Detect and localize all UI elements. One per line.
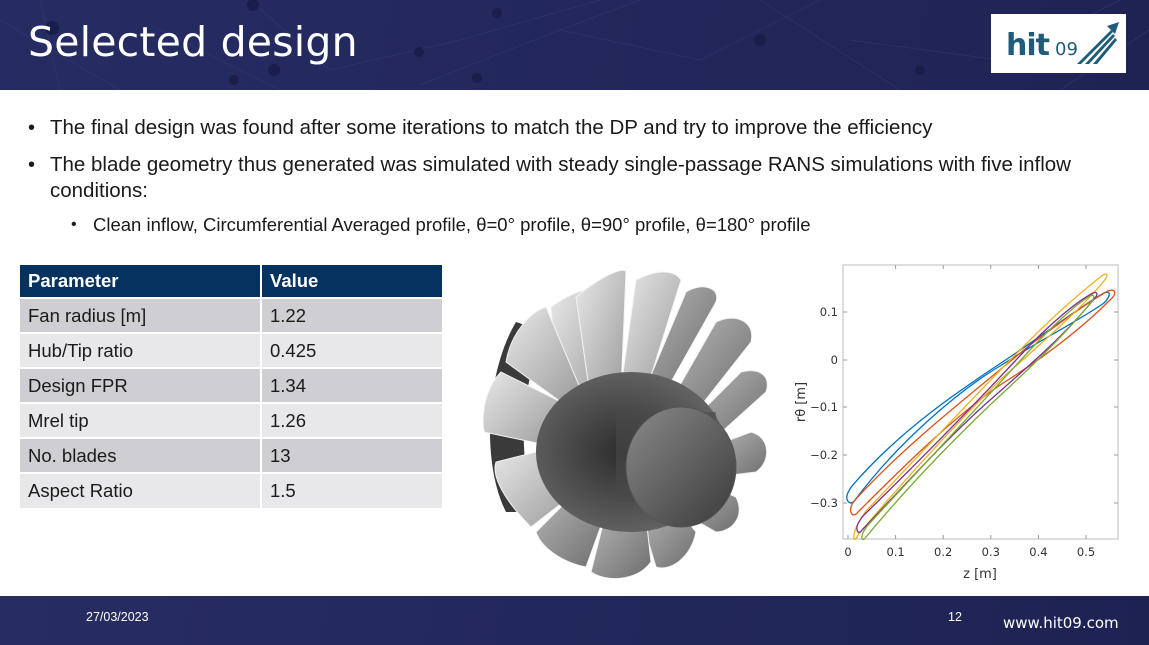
series-line [853, 273, 1108, 540]
parameter-cell: Aspect Ratio [20, 472, 262, 508]
page-number: 12 [948, 610, 962, 624]
value-cell: 1.26 [261, 402, 444, 438]
series-line [849, 289, 1116, 516]
logo-text: hit [1006, 28, 1050, 63]
table-row: Hub/Tip ratio 0.425 [20, 332, 444, 368]
parameter-cell: No. blades [20, 437, 262, 473]
series-line [861, 294, 1095, 541]
fan-rotor-image [482, 269, 768, 580]
logo-subtext: 09 [1055, 39, 1078, 60]
value-cell: 1.34 [261, 367, 444, 403]
blade-profile-chart: 0 0.1 0.2 0.3 0.4 0.5 0.1 0 −0.1 −0.2 −0… [794, 264, 1119, 582]
plot-area [842, 264, 1119, 540]
parameter-cell: Fan radius [m] [20, 297, 262, 333]
table-row: Design FPR 1.34 [20, 367, 444, 403]
parameter-cell: Design FPR [20, 367, 262, 403]
blade-sections [846, 273, 1116, 541]
x-axis-label: z [m] [963, 567, 997, 582]
value-cell: 13 [261, 437, 444, 473]
svg-text:0.3: 0.3 [982, 545, 1000, 559]
svg-text:0: 0 [831, 353, 838, 367]
x-tick-labels: 0 0.1 0.2 0.3 0.4 0.5 [844, 545, 1095, 559]
sub-bullet-item: Clean inflow, Circumferential Averaged p… [71, 213, 1128, 237]
value-cell: 0.425 [261, 332, 444, 368]
svg-text:0.5: 0.5 [1077, 545, 1095, 559]
svg-text:−0.3: −0.3 [810, 496, 838, 510]
parameter-table: Parameter Value Fan radius [m] 1.22 Hub/… [20, 265, 444, 508]
y-axis-label: rθ [m] [794, 382, 809, 422]
company-logo: hit 09 [991, 14, 1126, 73]
arrow-streak-icon [1077, 22, 1119, 64]
svg-text:0.4: 0.4 [1029, 545, 1047, 559]
svg-text:0.1: 0.1 [886, 545, 904, 559]
footer-url: www.hit09.com [1003, 614, 1119, 632]
value-cell: 1.5 [261, 472, 444, 508]
network-background-pattern [0, 0, 1149, 90]
bullet-item: The blade geometry thus generated was si… [28, 152, 1128, 204]
bullet-item: The final design was found after some it… [28, 115, 1128, 141]
parameter-cell: Mrel tip [20, 402, 262, 438]
svg-text:−0.2: −0.2 [810, 448, 838, 462]
bullet-list: The final design was found after some it… [28, 115, 1128, 237]
slide-title: Selected design [28, 18, 358, 66]
table-row: Mrel tip 1.26 [20, 402, 444, 438]
table-row: No. blades 13 [20, 437, 444, 473]
y-tick-labels: 0.1 0 −0.1 −0.2 −0.3 [810, 305, 838, 510]
table-row: Aspect Ratio 1.5 [20, 472, 444, 508]
svg-text:0: 0 [844, 545, 851, 559]
parameter-cell: Hub/Tip ratio [20, 332, 262, 368]
svg-text:−0.1: −0.1 [810, 400, 838, 414]
value-cell: 1.22 [261, 297, 444, 333]
table-header-row: Parameter Value [20, 265, 444, 298]
svg-text:0.1: 0.1 [820, 305, 838, 319]
series-line [846, 291, 1110, 504]
slide-footer: 27/03/2023 12 www.hit09.com [0, 596, 1149, 645]
svg-text:0.2: 0.2 [934, 545, 952, 559]
column-header-parameter: Parameter [20, 265, 262, 298]
footer-date: 27/03/2023 [86, 610, 149, 624]
table-row: Fan radius [m] 1.22 [20, 297, 444, 333]
slide-header: Selected design hit 09 [0, 0, 1149, 90]
column-header-value: Value [261, 265, 444, 298]
axis-ticks [843, 265, 1118, 539]
